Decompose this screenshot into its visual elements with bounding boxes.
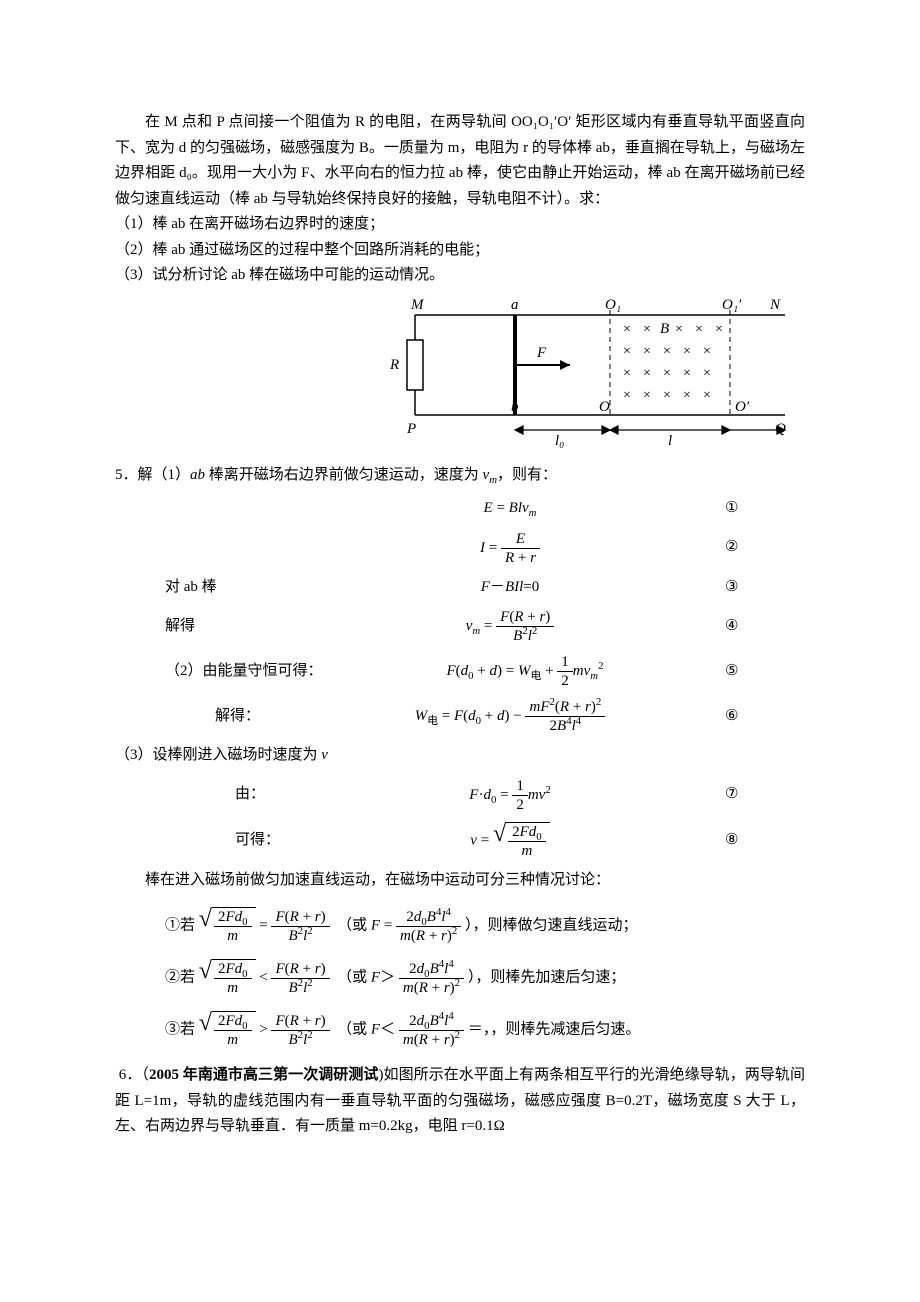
svg-text:×: × — [703, 344, 711, 359]
label-O1: O₁ — [605, 297, 621, 313]
label-B: B — [660, 321, 669, 337]
eq-1: E = Blvm ① — [115, 496, 805, 522]
svg-text:×: × — [683, 366, 691, 381]
question-1: （1）棒 ab 在离开磁场右边界时的速度； — [115, 212, 805, 238]
label-Op: O′ — [735, 399, 750, 415]
svg-text:×: × — [643, 322, 651, 337]
svg-text:×: × — [675, 322, 683, 337]
svg-text:×: × — [623, 366, 631, 381]
label-l: l — [668, 433, 672, 449]
label-N: N — [769, 297, 781, 313]
case-1: ①若 √2Fd0m = F(R + r)B2l2 （或 F = 2d0B4l4m… — [165, 907, 805, 945]
circuit-diagram: ××××× ××××× ××××× ××××× M a O₁ O₁′ N R F… — [115, 295, 805, 455]
svg-text:×: × — [703, 388, 711, 403]
svg-text:×: × — [643, 344, 651, 359]
svg-text:×: × — [663, 366, 671, 381]
eq-4: 解得 vm = F(R + r)B2l2 ④ — [115, 608, 805, 645]
svg-text:×: × — [695, 322, 703, 337]
svg-text:×: × — [683, 344, 691, 359]
svg-text:×: × — [623, 344, 631, 359]
eq-6: 解得： W电 = F(d0 + d) − mF2(R + r)22B4l4 ⑥ — [115, 698, 805, 735]
label-M: M — [410, 297, 425, 313]
eq-8: 可得： v = √2Fd0m ⑧ — [115, 822, 805, 860]
svg-text:×: × — [623, 322, 631, 337]
case-3: ③若 √2Fd0m > F(R + r)B2l2 （或 F＜ 2d0B4l4m(… — [165, 1011, 805, 1049]
case-2: ②若 √2Fd0m < F(R + r)B2l2 （或 F＞ 2d0B4l4m(… — [165, 959, 805, 997]
label-P: P — [406, 421, 416, 437]
problem-6: 6．（2005 年南通市高三第一次调研测试)如图所示在水平面上有两条相互平行的光… — [115, 1063, 805, 1140]
diagram-svg: ××××× ××××× ××××× ××××× M a O₁ O₁′ N R F… — [385, 295, 805, 455]
label-Q: Q — [775, 421, 786, 437]
label-R: R — [389, 357, 399, 373]
question-3: （3）试分析讨论 ab 棒在磁场中可能的运动情况。 — [115, 263, 805, 289]
eq-5: （2）由能量守恒可得： F(d0 + d) = W电 + 12mvm2 ⑤ — [115, 653, 805, 690]
svg-text:×: × — [623, 388, 631, 403]
label-b: b — [511, 399, 519, 415]
svg-text:×: × — [683, 388, 691, 403]
three-cases-intro: 棒在进入磁场前做匀加速直线运动，在磁场中运动可分三种情况讨论： — [115, 868, 805, 894]
svg-text:×: × — [643, 388, 651, 403]
eq-3: 对 ab 棒 F－BIl=0 ③ — [115, 575, 805, 601]
eq-7: 由： F·d0 = 12mv2 ⑦ — [115, 777, 805, 814]
eq-2: I = ER + r ② — [115, 530, 805, 567]
label-O1p: O₁′ — [722, 297, 742, 313]
svg-text:×: × — [643, 366, 651, 381]
problem-body: 在 M 点和 P 点间接一个阻值为 R 的电阻，在两导轨间 OO₁O₁′O′ 矩… — [115, 110, 805, 212]
label-O: O — [599, 399, 610, 415]
solution-header: 5．解（1）ab 棒离开磁场右边界前做匀速运动，速度为 vm，则有： — [115, 463, 805, 489]
svg-text:×: × — [703, 366, 711, 381]
svg-text:×: × — [663, 344, 671, 359]
question-2: （2）棒 ab 通过磁场区的过程中整个回路所消耗的电能； — [115, 238, 805, 264]
part3-label: （3）设棒刚进入磁场时速度为 v — [115, 743, 805, 769]
label-l0: l₀ — [555, 433, 564, 449]
label-a: a — [511, 297, 519, 313]
svg-text:×: × — [663, 388, 671, 403]
label-F: F — [536, 345, 547, 361]
svg-text:×: × — [715, 322, 723, 337]
